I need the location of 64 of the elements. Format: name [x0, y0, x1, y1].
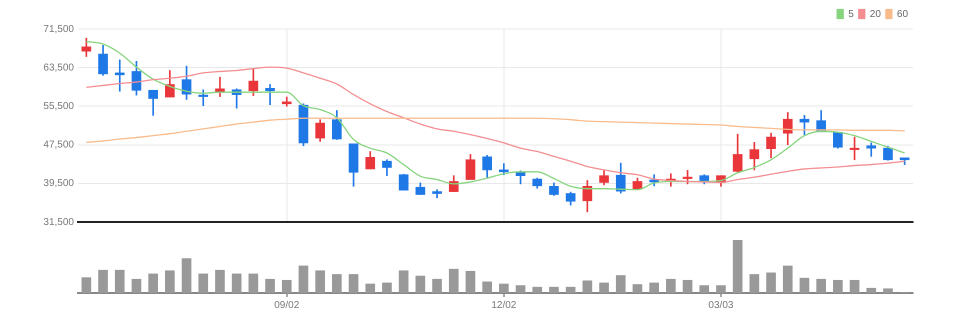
- bar: [632, 284, 642, 293]
- bar: [682, 280, 692, 293]
- x-tick-label: 03/03: [708, 300, 734, 311]
- bar: [549, 286, 559, 293]
- bar: [365, 284, 376, 293]
- bar: [182, 258, 192, 293]
- y-tick-label: 47,500: [43, 140, 74, 151]
- bar: [432, 278, 442, 293]
- bar: [82, 277, 92, 293]
- bar: [215, 270, 225, 293]
- bar: [198, 274, 208, 293]
- y-tick-label: 63,500: [43, 62, 74, 74]
- bar: [833, 280, 843, 293]
- bar: [148, 274, 158, 293]
- bar: [616, 275, 626, 293]
- y-tick-label: 71,500: [43, 24, 74, 35]
- bar: [699, 285, 710, 293]
- bar: [482, 282, 492, 293]
- bar: [516, 285, 526, 293]
- bar: [566, 286, 576, 293]
- legend-label: 5: [848, 8, 854, 20]
- x-tick-label: 12/02: [491, 300, 517, 311]
- bar: [816, 278, 826, 293]
- bar: [666, 278, 676, 293]
- y-tick-label: 39,500: [43, 178, 74, 190]
- bar: [766, 272, 776, 293]
- bar: [732, 240, 742, 293]
- candlestick: [265, 84, 275, 106]
- bar: [416, 276, 426, 293]
- bar: [165, 270, 175, 293]
- bar: [866, 288, 876, 293]
- bar: [332, 274, 342, 293]
- bar: [265, 278, 275, 293]
- bar: [582, 280, 592, 293]
- y-tick-label: 55,500: [43, 100, 74, 112]
- bar: [282, 280, 292, 293]
- legend-label: 60: [896, 8, 908, 20]
- bar: [448, 268, 459, 293]
- candlestick: [850, 136, 860, 160]
- bar: [382, 282, 392, 293]
- legend-label: 20: [870, 8, 882, 20]
- bar: [716, 285, 726, 293]
- bar: [850, 280, 860, 293]
- bar: [649, 282, 659, 293]
- bar: [398, 270, 408, 293]
- bar: [348, 274, 358, 293]
- bar: [114, 270, 125, 293]
- x-tick-label: 09/02: [274, 300, 300, 311]
- bar: [248, 274, 258, 293]
- bar: [98, 270, 108, 293]
- bar: [532, 286, 542, 293]
- bar: [298, 266, 308, 293]
- bar: [466, 270, 476, 293]
- bar: [782, 266, 793, 293]
- bar: [883, 288, 893, 293]
- bar: [599, 282, 609, 293]
- bar: [750, 274, 760, 293]
- candlestick: [682, 170, 692, 184]
- bar: [499, 284, 509, 293]
- bar: [800, 278, 810, 293]
- bar: [232, 274, 242, 293]
- bar: [132, 278, 142, 293]
- y-tick-label: 31,500: [43, 216, 74, 228]
- bar: [315, 270, 325, 293]
